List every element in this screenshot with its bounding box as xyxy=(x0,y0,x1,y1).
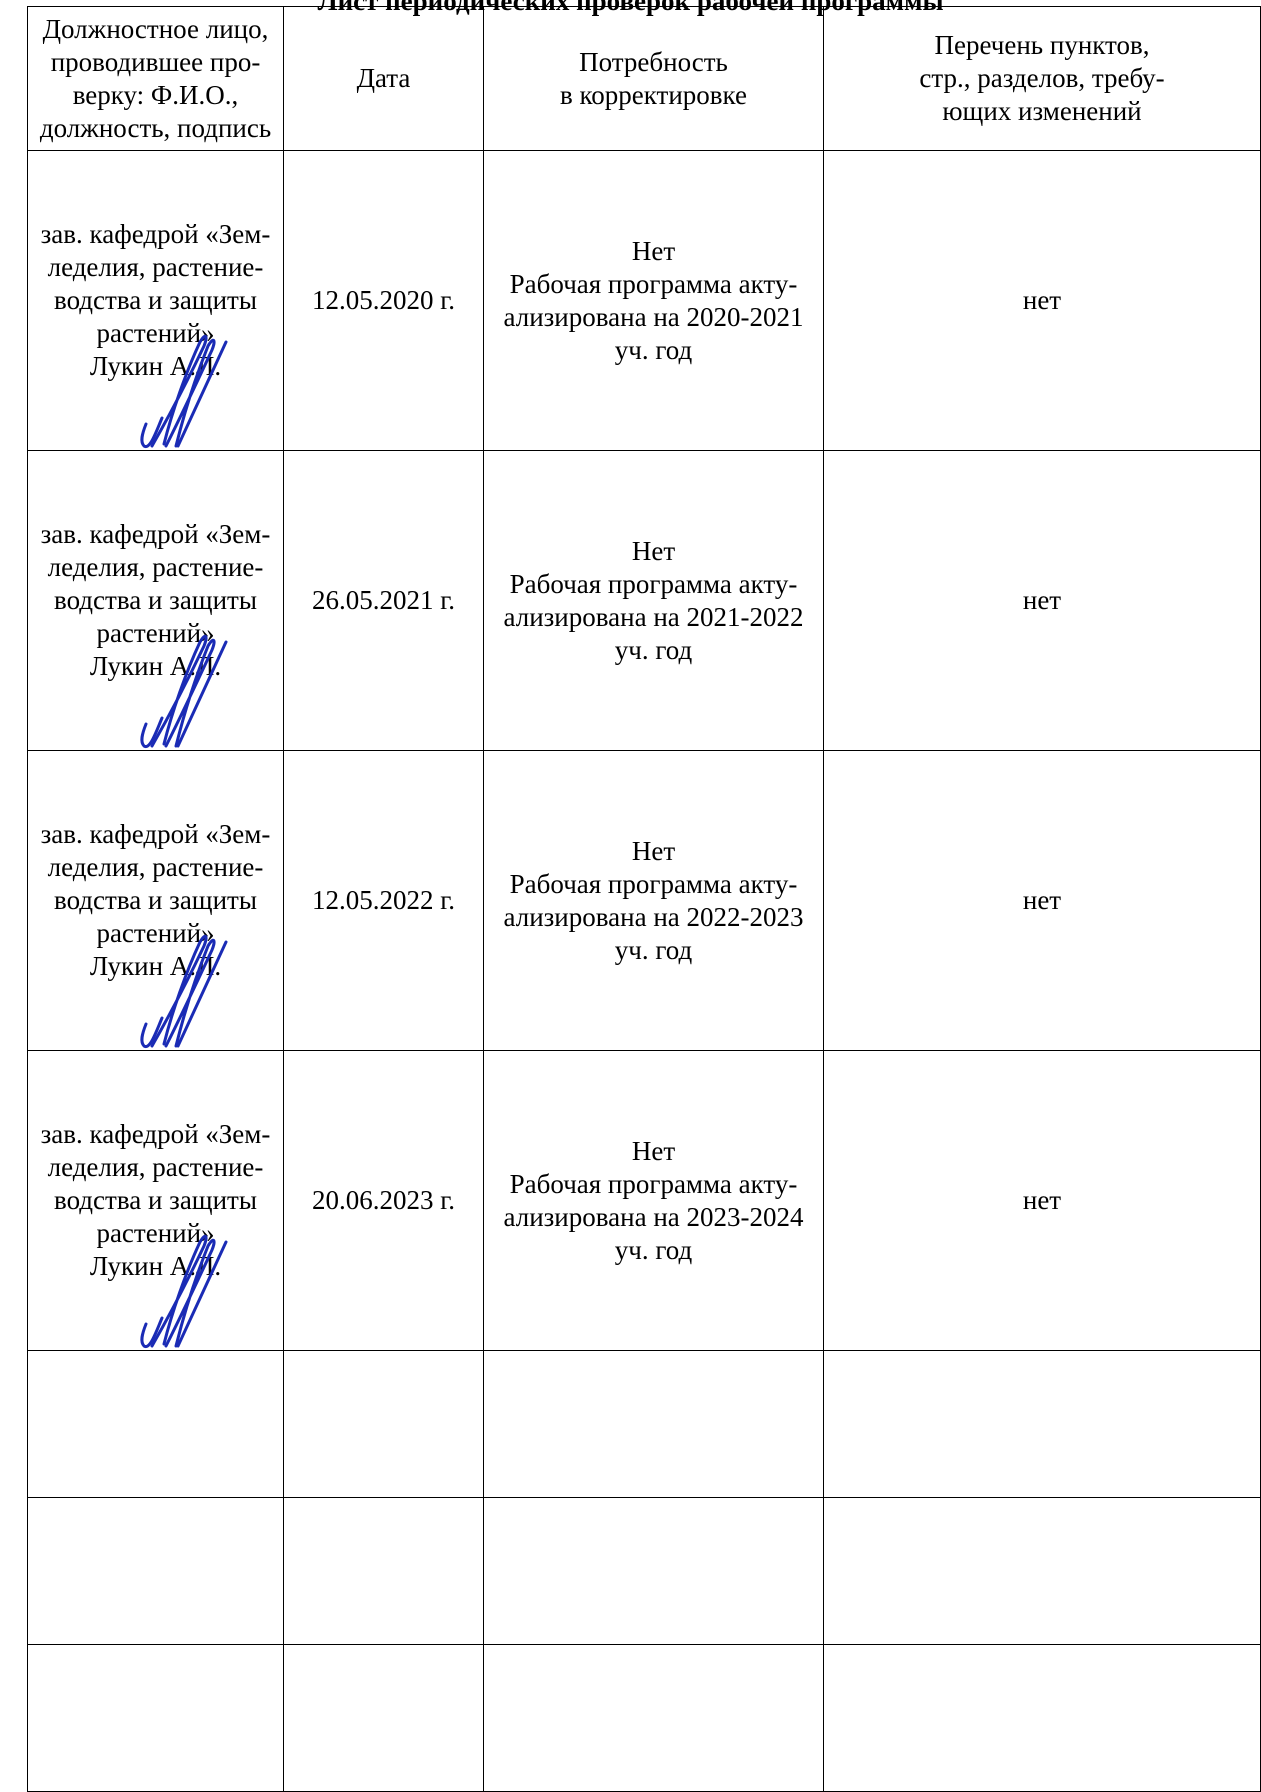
signature-icon xyxy=(140,634,228,749)
need-line: ализирована на 2020-2021 xyxy=(503,301,804,332)
table-row: зав. кафедрой «Зем- леделия, растение- в… xyxy=(27,450,1261,751)
empty-cell xyxy=(283,1644,484,1792)
need-line: Нет xyxy=(631,235,676,266)
need-line: уч. год xyxy=(614,1234,693,1265)
header-need-line: Потребность xyxy=(579,46,728,77)
official-line: зав. кафедрой «Зем- xyxy=(40,819,271,849)
empty-cell xyxy=(483,1644,824,1792)
changes-cell: нет xyxy=(823,450,1261,751)
empty-cell xyxy=(823,1350,1261,1498)
header-need-line: в корректировке xyxy=(560,79,747,110)
signature-icon xyxy=(140,1234,228,1349)
official-line: растений» xyxy=(96,918,215,948)
need-cell: Нет Рабочая программа акту- ализирована … xyxy=(483,450,824,751)
official-line: водства и защиты xyxy=(54,585,257,615)
official-line: зав. кафедрой «Зем- xyxy=(40,1119,271,1149)
official-cell: зав. кафедрой «Зем- леделия, растение- в… xyxy=(27,450,284,751)
official-line: водства и защиты xyxy=(54,1185,257,1215)
signature-icon xyxy=(140,934,228,1049)
empty-cell xyxy=(483,1350,824,1498)
official-line: леделия, растение- xyxy=(47,852,264,882)
need-line: Нет xyxy=(631,835,676,866)
need-line: Нет xyxy=(631,535,676,566)
header-date-line: Дата xyxy=(356,63,411,93)
header-list-line: ющих изменений xyxy=(942,96,1142,126)
table-row: зав. кафедрой «Зем- леделия, растение- в… xyxy=(27,1050,1261,1351)
empty-cell xyxy=(823,1644,1261,1792)
changes-cell: нет xyxy=(823,150,1261,451)
empty-table-row xyxy=(27,1497,1261,1645)
date-cell: 20.06.2023 г. xyxy=(283,1050,484,1351)
need-line: Рабочая программа акту- xyxy=(509,568,798,599)
header-official-line: Должностное лицо, xyxy=(42,13,269,44)
changes-cell: нет xyxy=(823,1050,1261,1351)
header-official: Должностное лицо, проводившее про- верку… xyxy=(27,6,284,151)
empty-cell xyxy=(27,1644,284,1792)
official-line: водства и защиты xyxy=(54,285,257,315)
official-line: зав. кафедрой «Зем- xyxy=(40,219,271,249)
need-cell: Нет Рабочая программа акту- ализирована … xyxy=(483,150,824,451)
need-line: уч. год xyxy=(614,334,693,365)
need-line: Рабочая программа акту- xyxy=(509,1168,798,1199)
empty-cell xyxy=(283,1350,484,1498)
official-line: растений» xyxy=(96,618,215,648)
official-line: растений» xyxy=(96,318,215,348)
date-cell: 12.05.2020 г. xyxy=(283,150,484,451)
table-row: зав. кафедрой «Зем- леделия, растение- в… xyxy=(27,150,1261,451)
need-line: Рабочая программа акту- xyxy=(509,868,798,899)
official-line: леделия, растение- xyxy=(47,552,264,582)
header-date: Дата xyxy=(283,6,484,151)
header-list: Перечень пунктов, стр., разделов, требу-… xyxy=(823,6,1261,151)
need-line: Рабочая программа акту- xyxy=(509,268,798,299)
header-official-line: верку: Ф.И.О., xyxy=(72,79,239,110)
date-cell: 26.05.2021 г. xyxy=(283,450,484,751)
need-line: ализирована на 2021-2022 xyxy=(503,601,804,632)
empty-cell xyxy=(283,1497,484,1645)
official-cell: зав. кафедрой «Зем- леделия, растение- в… xyxy=(27,1050,284,1351)
empty-cell xyxy=(483,1497,824,1645)
empty-table-row xyxy=(27,1644,1261,1792)
official-line: водства и защиты xyxy=(54,885,257,915)
empty-table-row xyxy=(27,1350,1261,1498)
header-need: Потребность в корректировке xyxy=(483,6,824,151)
need-line: ализирована на 2023-2024 xyxy=(503,1201,804,1232)
need-line: Нет xyxy=(631,1135,676,1166)
header-official-line: проводившее про- xyxy=(50,46,261,77)
header-official-line: должность, подпись xyxy=(39,112,272,143)
official-line: леделия, растение- xyxy=(47,252,264,282)
official-cell: зав. кафедрой «Зем- леделия, растение- в… xyxy=(27,750,284,1051)
official-line: леделия, растение- xyxy=(47,1152,264,1182)
official-line: зав. кафедрой «Зем- xyxy=(40,519,271,549)
need-line: уч. год xyxy=(614,634,693,665)
need-line: ализирована на 2022-2023 xyxy=(503,901,804,932)
table-row: зав. кафедрой «Зем- леделия, растение- в… xyxy=(27,750,1261,1051)
need-cell: Нет Рабочая программа акту- ализирована … xyxy=(483,750,824,1051)
empty-cell xyxy=(823,1497,1261,1645)
empty-cell xyxy=(27,1497,284,1645)
need-line: уч. год xyxy=(614,934,693,965)
need-cell: Нет Рабочая программа акту- ализирована … xyxy=(483,1050,824,1351)
empty-cell xyxy=(27,1350,284,1498)
review-table: Должностное лицо, проводившее про- верку… xyxy=(27,6,1261,1792)
official-line: растений» xyxy=(96,1218,215,1248)
signature-icon xyxy=(140,334,228,449)
changes-cell: нет xyxy=(823,750,1261,1051)
header-list-line: стр., разделов, требу- xyxy=(919,63,1165,93)
official-cell: зав. кафедрой «Зем- леделия, растение- в… xyxy=(27,150,284,451)
header-list-line: Перечень пунктов, xyxy=(934,30,1150,60)
date-cell: 12.05.2022 г. xyxy=(283,750,484,1051)
header-row: Должностное лицо, проводившее про- верку… xyxy=(27,6,1261,151)
